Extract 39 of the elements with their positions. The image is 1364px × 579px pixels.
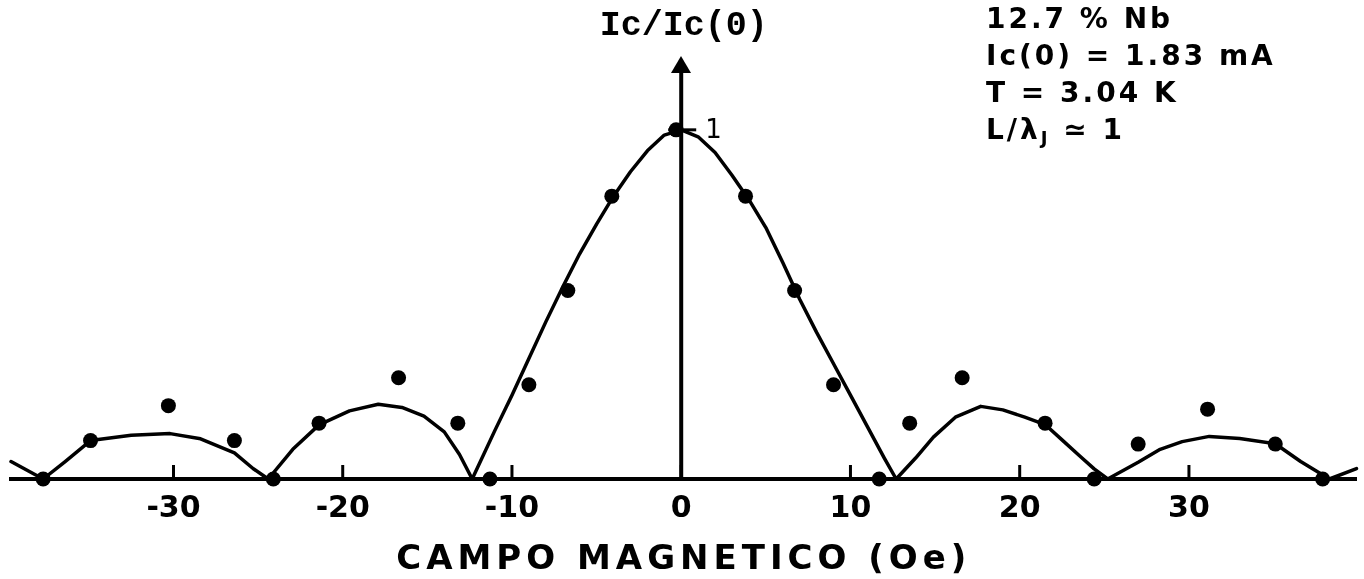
point	[83, 433, 99, 449]
x-tick-label: 0	[670, 488, 692, 524]
x-axis-title: CAMPO MAGNETICO (Oe)	[396, 537, 972, 578]
y-axis-title: Ic/Ic(0)	[599, 6, 768, 47]
x-tick-label: 30	[1168, 488, 1210, 524]
point	[521, 377, 537, 393]
x-tick-label: -20	[315, 488, 370, 524]
point	[160, 398, 176, 414]
point	[226, 433, 242, 449]
point	[738, 188, 754, 204]
x-tick-label: -30	[146, 488, 201, 524]
point	[1315, 471, 1331, 487]
point	[1130, 436, 1146, 452]
point	[35, 471, 51, 487]
point	[265, 471, 281, 487]
point	[391, 370, 407, 386]
point	[1086, 471, 1102, 487]
point	[482, 471, 498, 487]
point	[871, 471, 887, 487]
text: T = 3.04 K	[986, 76, 1179, 110]
point	[560, 282, 576, 298]
point	[826, 377, 842, 393]
point	[450, 415, 466, 431]
point	[954, 370, 970, 386]
point	[787, 282, 803, 298]
point	[1037, 415, 1053, 431]
annotation: 1	[705, 113, 722, 145]
point	[668, 122, 684, 138]
text: 12.7 % Nb	[986, 2, 1174, 36]
point	[604, 188, 620, 204]
x-tick-label: 20	[998, 488, 1041, 524]
x-tick-label: -10	[484, 488, 540, 524]
point	[1200, 401, 1216, 417]
text: Ic(0) = 1.83 mA	[986, 39, 1276, 73]
point	[311, 415, 327, 431]
point	[902, 415, 918, 431]
x-tick-label: 10	[829, 488, 872, 524]
point	[1267, 436, 1283, 452]
annotation: L/λ$_{J}$ ≃ 1	[986, 113, 1126, 150]
